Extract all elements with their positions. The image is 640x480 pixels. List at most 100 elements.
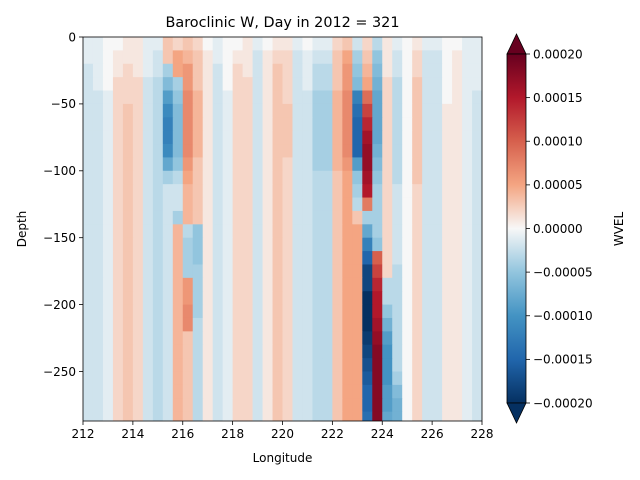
heatmap-cell [132,170,144,185]
heatmap-cell [112,411,124,421]
heatmap-cell [162,264,174,279]
heatmap-cell [342,130,353,145]
heatmap-cell [202,103,214,118]
y-axis-label: Depth [15,211,29,248]
heatmap-cell [282,384,293,399]
heatmap-cell [282,398,293,413]
heatmap-cell [222,77,234,92]
heatmap-cell [472,117,482,132]
heatmap-cell [402,398,413,413]
heatmap-cell [212,184,224,199]
heatmap-cell [172,358,184,372]
heatmap-cell [272,103,283,118]
heatmap-cell [132,317,144,332]
heatmap-cell [142,237,154,252]
heatmap-cell [192,50,204,65]
heatmap-cell [392,50,403,65]
heatmap-cell [352,50,363,65]
heatmap-cell [292,304,303,319]
heatmap-cell [462,224,473,239]
x-tick-label: 216 [171,427,194,441]
heatmap-cell [332,63,343,78]
heatmap-cell [222,184,234,199]
heatmap-cell [402,224,413,239]
heatmap-cell [292,210,303,225]
heatmap-cell [382,398,393,413]
heatmap-cell [182,210,194,225]
heatmap-cell [442,170,453,185]
heatmap-cell [182,224,194,239]
heatmap-cell [342,77,353,92]
heatmap-cell [172,197,184,212]
heatmap-cell [182,157,194,172]
heatmap-cell [132,103,144,118]
heatmap-cell [202,398,214,413]
heatmap-cell [332,144,343,158]
heatmap-cell [292,291,303,306]
heatmap-cell [242,277,254,292]
heatmap-cell [202,344,214,359]
heatmap-cell [83,411,94,421]
heatmap-cell [192,398,204,413]
colorbar-tick-label: 0.00000 [533,222,583,236]
heatmap-cell [142,130,154,145]
heatmap-cell [392,77,403,92]
heatmap-cell [142,144,154,158]
heatmap-cell [222,237,234,252]
heatmap-cell [172,77,184,92]
heatmap-cell [192,317,204,332]
heatmap-cell [92,411,104,421]
heatmap-cell [262,251,274,265]
heatmap-cell [102,384,114,399]
heatmap-cell [162,344,174,359]
heatmap-cell [282,130,293,145]
heatmap-cell [302,157,313,172]
heatmap-cell [272,264,283,279]
heatmap-cell [232,103,244,118]
heatmap-cell [342,37,353,51]
y-tick-label: −50 [51,97,76,111]
heatmap-cell [422,384,433,399]
heatmap-cell [132,344,144,359]
heatmap-cell [122,344,134,359]
heatmap-cell [402,210,413,225]
heatmap-cell [242,331,254,346]
heatmap-cell [322,210,333,225]
heatmap-cell [142,210,154,225]
heatmap-cell [152,144,164,158]
heatmap-cell [402,264,413,279]
heatmap-cell [92,37,104,51]
heatmap-cell [83,103,94,118]
heatmap-cell [252,251,264,265]
heatmap-cell [92,291,104,306]
heatmap-cell [332,411,343,421]
heatmap-cell [142,90,154,105]
heatmap-cell [272,224,283,239]
heatmap-cell [392,277,403,292]
heatmap-cell [212,224,224,239]
heatmap-cell [322,358,333,372]
colorbar-extend-max [506,33,527,55]
heatmap-cell [272,371,283,386]
heatmap-cell [102,251,114,265]
heatmap-cell [112,264,124,279]
heatmap-cell [162,304,174,319]
heatmap-cell [382,251,393,265]
heatmap-cell [342,157,353,172]
heatmap-cell [272,63,283,78]
heatmap-cell [152,371,164,386]
heatmap-cell [282,144,293,158]
heatmap-cell [452,317,463,332]
heatmap-cell [392,90,403,105]
heatmap-cell [382,117,393,132]
heatmap-cell [232,304,244,319]
heatmap-cell [462,358,473,372]
heatmap-cell [112,398,124,413]
heatmap-cell [242,210,254,225]
heatmap-cell [392,344,403,359]
heatmap-cell [182,184,194,199]
heatmap-cell [212,358,224,372]
heatmap-cell [472,103,482,118]
heatmap-cell [162,317,174,332]
heatmap-cell [442,331,453,346]
